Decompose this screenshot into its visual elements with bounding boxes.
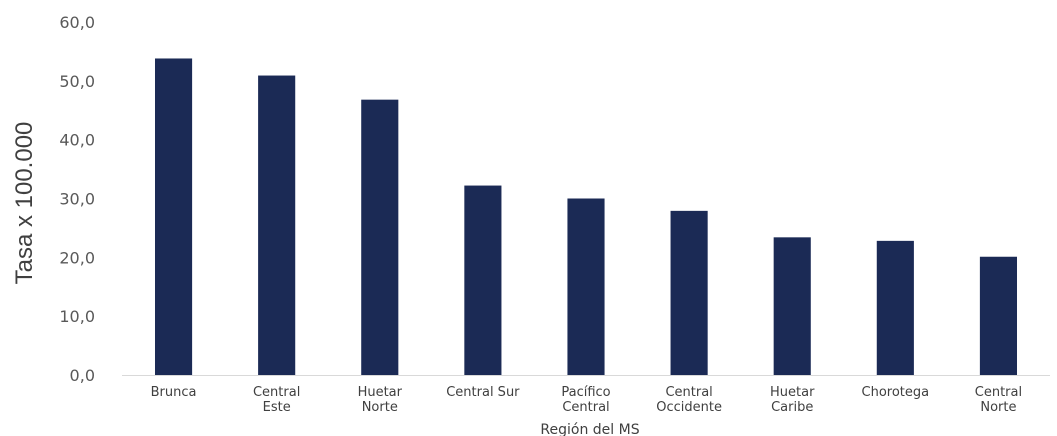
y-tick-label: 0,0 (70, 366, 95, 385)
bar (567, 198, 605, 375)
bar (258, 75, 296, 375)
x-tick-label: Huetar Caribe (770, 385, 815, 415)
x-tick-label: Brunca (151, 385, 197, 400)
bar (154, 58, 193, 376)
bar (464, 185, 502, 375)
bars-group (154, 58, 1018, 376)
y-tick-label: 30,0 (59, 190, 95, 209)
x-tick-label: Central Norte (975, 385, 1022, 415)
y-tick-label: 50,0 (59, 72, 95, 91)
x-axis-title: Región del MS (540, 422, 639, 436)
y-tick-label: 10,0 (59, 307, 95, 326)
x-tick-label: Central Este (253, 385, 300, 415)
y-axis-title: Tasa x 100.000 (11, 122, 38, 285)
bar (670, 210, 708, 375)
y-tick-label: 40,0 (59, 131, 95, 150)
bar (773, 237, 811, 375)
y-tick-label: 20,0 (59, 248, 95, 267)
y-axis-ticks: 0,0 10,0 20,0 30,0 40,0 50,0 60,0 (59, 13, 95, 385)
bar (979, 256, 1018, 375)
bar (876, 240, 914, 375)
x-tick-label: Pacífico Central (561, 385, 610, 415)
x-tick-label: Huetar Norte (358, 385, 403, 415)
x-tick-label: Chorotega (862, 385, 930, 400)
y-tick-label: 60,0 (59, 13, 95, 32)
x-tick-label: Central Occidente (656, 385, 722, 415)
x-tick-label: Central Sur (446, 385, 520, 400)
bar (361, 99, 399, 375)
x-axis-labels: Brunca Central Este Huetar Norte Central Sur P… (151, 385, 1022, 415)
